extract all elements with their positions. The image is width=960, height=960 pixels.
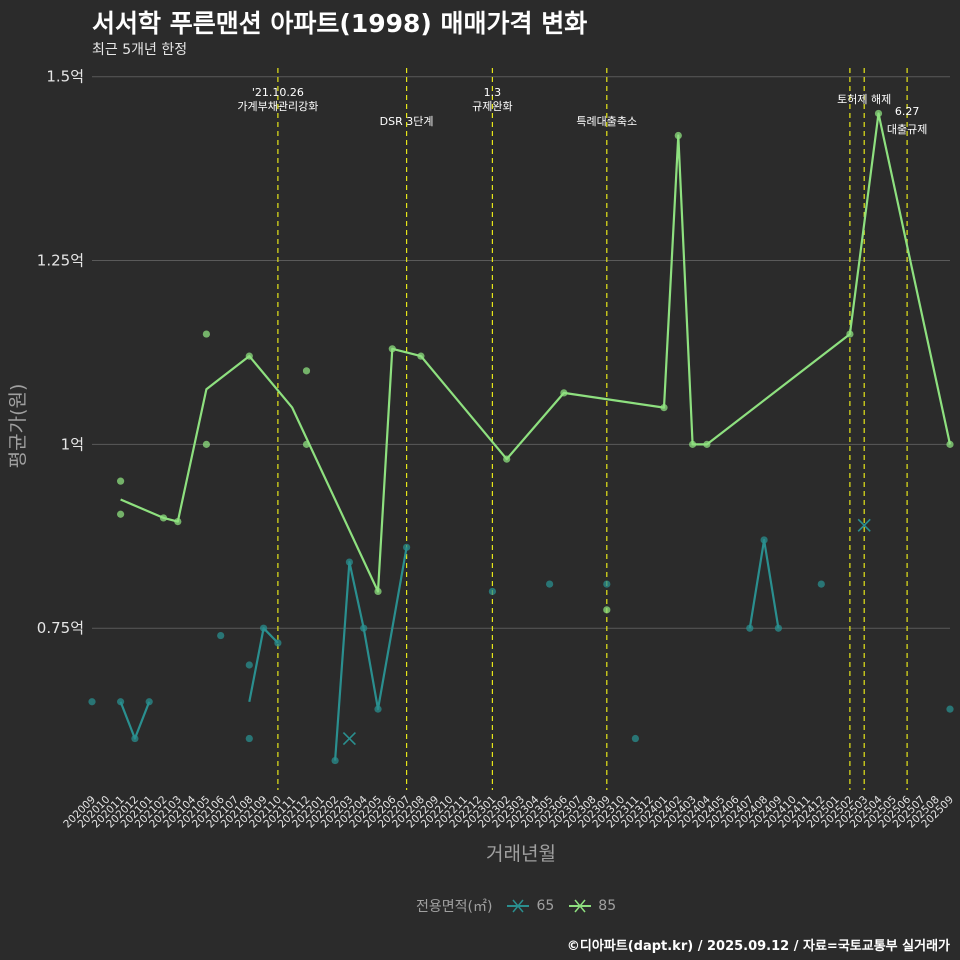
series-85-point-5 xyxy=(202,440,210,448)
series-85-point-14 xyxy=(603,606,611,614)
legend-swatch-65 xyxy=(507,899,530,913)
series-65-point-18 xyxy=(746,624,754,632)
legend: 전용면적(㎡) 65 85 xyxy=(416,896,616,916)
series-65-point-12 xyxy=(374,705,382,713)
series-65-point-10 xyxy=(345,558,353,566)
series-85-point-21 xyxy=(946,440,954,448)
series-65-point-9 xyxy=(331,756,339,765)
series-85-point-3 xyxy=(174,517,182,526)
series-65-point-11 xyxy=(360,624,368,632)
series-65-point-14 xyxy=(488,587,496,596)
legend-item-85: 85 xyxy=(568,898,616,914)
series-65-cross-b-1 xyxy=(857,518,871,532)
event-label-top-202503: 토허제 해제 xyxy=(837,92,891,106)
series-65-point-13 xyxy=(403,543,411,551)
series-65-point-21 xyxy=(817,580,825,588)
event-label-bottom-202207: DSR 3단계 xyxy=(380,115,434,128)
chart-subtitle: 최근 5개년 한정 xyxy=(92,42,188,58)
series-65-line-0 xyxy=(119,701,151,740)
x-axis-title: 거래년월 xyxy=(486,843,556,865)
series-85-point-9 xyxy=(374,587,382,596)
series-65-point-8 xyxy=(274,639,282,647)
event-label-top-202301: 1.3 xyxy=(484,86,502,99)
series-65-cross-b-0 xyxy=(342,731,356,746)
series-85-point-10 xyxy=(388,345,396,353)
y-tick-label-2: 1.25억 xyxy=(37,252,84,270)
series-85-point-11 xyxy=(417,352,425,360)
event-label-top-202506: 6.27 xyxy=(895,105,920,118)
series-65-point-7 xyxy=(260,624,268,632)
legend-item-65: 65 xyxy=(506,898,554,914)
series-85-point-0 xyxy=(117,477,125,485)
series-65-point-5 xyxy=(245,661,253,669)
series-65-point-4 xyxy=(217,631,225,640)
series-85-point-8 xyxy=(302,440,311,448)
series-65-line-3 xyxy=(748,538,780,629)
series-65-point-3 xyxy=(145,698,153,706)
series-85-point-4 xyxy=(202,330,210,338)
legend-label-65: 65 xyxy=(536,898,555,914)
y-axis-title: 평균가(원) xyxy=(7,384,29,469)
series-65-point-2 xyxy=(131,734,139,743)
series-85-point-20 xyxy=(874,109,883,118)
series-65-point-19 xyxy=(760,536,768,544)
series-65-point-1 xyxy=(117,698,125,706)
source-caption: ©디아파트(dapt.kr) / 2025.09.12 / 자료=국토교통부 실… xyxy=(566,939,950,954)
chart-title: 서서학 푸른맨션 아파트(1998) 매매가격 변화 xyxy=(92,9,588,38)
series-85-point-6 xyxy=(245,352,253,360)
series-85-point-16 xyxy=(674,131,682,140)
legend-label-85: 85 xyxy=(598,898,617,914)
series-85-line-0 xyxy=(120,112,952,593)
series-65-point-17 xyxy=(631,734,640,743)
series-65-point-6 xyxy=(245,734,253,743)
event-label-top-202110: '21.10.26 xyxy=(252,86,304,99)
series-85-point-12 xyxy=(503,455,511,463)
series-85-point-17 xyxy=(689,440,697,448)
series-65-point-22 xyxy=(946,705,954,713)
legend-title: 전용면적(㎡) xyxy=(416,899,493,915)
series-85-point-19 xyxy=(846,330,854,338)
series-85-point-15 xyxy=(660,404,668,412)
series-85-point-7 xyxy=(302,367,311,375)
series-85-point-2 xyxy=(159,514,168,522)
series-85-point-13 xyxy=(560,389,568,397)
legend-swatch-85 xyxy=(569,899,592,913)
series-65-line-1 xyxy=(248,627,279,703)
event-label-bottom-202309: 특례대출축소 xyxy=(576,115,637,128)
event-label-bottom-202506: 대출규제 xyxy=(887,123,927,136)
series-65-point-16 xyxy=(603,580,611,588)
series-85-point-18 xyxy=(703,440,711,448)
series-85-point-1 xyxy=(117,510,125,518)
series-65-point-15 xyxy=(546,580,554,588)
y-tick-label-3: 1.5억 xyxy=(46,68,84,86)
event-label-bottom-202301: 규제완화 xyxy=(472,100,512,113)
y-tick-label-1: 1억 xyxy=(61,435,84,453)
y-tick-label-0: 0.75억 xyxy=(37,619,84,637)
series-65-point-0 xyxy=(88,698,96,706)
series-65-line-2 xyxy=(334,547,408,761)
series-65-point-20 xyxy=(774,624,783,632)
event-label-bottom-202110: 가계부채관리강화 xyxy=(237,100,318,113)
